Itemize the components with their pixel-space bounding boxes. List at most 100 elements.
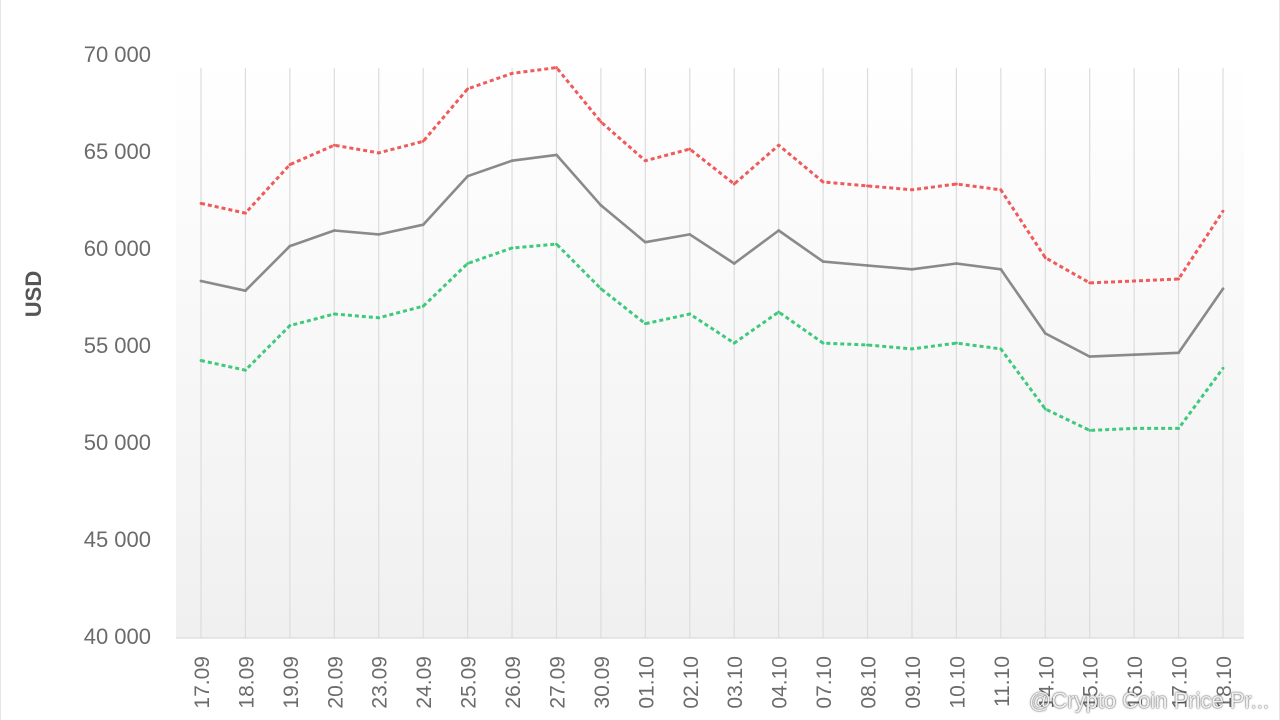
series-0-point[interactable]	[599, 120, 603, 124]
y-tick-label: 55 000	[84, 333, 151, 358]
x-tick-label: 20.09	[324, 656, 347, 709]
plot-area	[176, 60, 1244, 638]
series-1-point[interactable]	[599, 203, 603, 207]
x-tick-label: 27.09	[546, 656, 569, 709]
series-2-point[interactable]	[599, 287, 603, 291]
series-1-point[interactable]	[732, 262, 736, 265]
series-0-point[interactable]	[466, 87, 470, 91]
series-0-point[interactable]	[688, 147, 692, 151]
series-2-point[interactable]	[777, 310, 781, 314]
series-0-point[interactable]	[555, 66, 558, 69]
series-2-point[interactable]	[910, 347, 914, 351]
series-0-point[interactable]	[1221, 209, 1225, 213]
series-2-point[interactable]	[999, 347, 1003, 351]
series-2-point[interactable]	[377, 316, 381, 320]
series-lines	[199, 66, 1225, 432]
series-0-point[interactable]	[1043, 256, 1047, 260]
x-tick-label: 08.10	[858, 656, 881, 709]
series-1-point[interactable]	[777, 229, 781, 232]
x-tick-label: 15.10	[1080, 656, 1103, 709]
series-1-point[interactable]	[1043, 331, 1047, 335]
series-2-point[interactable]	[332, 312, 336, 316]
series-1-point[interactable]	[510, 159, 514, 163]
x-tick-label: 14.10	[1035, 656, 1058, 709]
series-2-point[interactable]	[1221, 366, 1225, 370]
series-1-point[interactable]	[1132, 353, 1136, 357]
series-2-point[interactable]	[510, 246, 514, 250]
watermark: @Crypto Coin Price Pr...	[1029, 688, 1269, 713]
series-2-point[interactable]	[555, 242, 558, 246]
series-1-point[interactable]	[1221, 287, 1225, 291]
series-1-point[interactable]	[688, 233, 692, 236]
series-2-point[interactable]	[466, 262, 470, 265]
x-tick-label: 01.10	[635, 656, 658, 709]
series-0-point[interactable]	[1088, 281, 1092, 285]
series-0-point[interactable]	[332, 143, 336, 147]
series-1-point[interactable]	[821, 260, 825, 263]
x-tick-label: 30.09	[591, 656, 614, 709]
series-1-point[interactable]	[1177, 351, 1180, 355]
series-1-point[interactable]	[643, 240, 647, 244]
series-0-point[interactable]	[643, 159, 647, 163]
series-2-point[interactable]	[821, 341, 825, 345]
series-2-point[interactable]	[1043, 407, 1047, 411]
series-1-point[interactable]	[954, 262, 958, 265]
series-0-point[interactable]	[866, 184, 869, 188]
series-2-point[interactable]	[954, 341, 958, 345]
series-1-point[interactable]	[555, 153, 558, 157]
x-tick-label: 10.10	[946, 656, 969, 709]
x-tick-label: 19.09	[280, 656, 303, 709]
series-1-point[interactable]	[332, 229, 336, 232]
series-0-point[interactable]	[999, 188, 1003, 192]
series-2-point[interactable]	[199, 359, 203, 362]
series-0-point[interactable]	[954, 182, 958, 186]
series-1-point[interactable]	[288, 244, 292, 248]
x-tick-label: 11.10	[991, 656, 1014, 707]
series-2-point[interactable]	[866, 343, 869, 347]
series-2-point[interactable]	[244, 368, 247, 372]
series-2-point[interactable]	[643, 322, 647, 326]
series-0-point[interactable]	[732, 182, 736, 186]
series-0-point[interactable]	[510, 72, 514, 75]
series-2-point[interactable]	[421, 304, 425, 308]
series-1-point[interactable]	[866, 264, 869, 267]
y-tick-label: 60 000	[84, 236, 151, 261]
series-0-point[interactable]	[1132, 279, 1136, 283]
series-1-point[interactable]	[999, 267, 1003, 271]
series-0-point[interactable]	[910, 188, 914, 192]
series-1-point[interactable]	[1088, 355, 1092, 359]
series-0-point[interactable]	[199, 201, 203, 205]
x-tick-label: 18.10	[1213, 656, 1236, 709]
series-1-point[interactable]	[910, 267, 914, 271]
series-1-point[interactable]	[466, 174, 470, 178]
series-1-point[interactable]	[244, 289, 247, 293]
y-axis-title: USD	[21, 271, 46, 317]
series-0-point[interactable]	[288, 163, 292, 166]
series-1-point[interactable]	[377, 233, 381, 236]
series-0-point[interactable]	[377, 151, 381, 155]
x-tick-label: 09.10	[902, 656, 925, 709]
y-axis-ticks: 40 000 45 000 50 000 55 000 60 000 65 000 70 0…	[84, 42, 151, 649]
x-tick-label: 25.09	[458, 656, 481, 709]
series-0-point[interactable]	[821, 180, 825, 184]
series-line-2	[200, 242, 1225, 432]
y-tick-label: 40 000	[84, 624, 151, 649]
series-2-point[interactable]	[1088, 428, 1092, 432]
series-0-point[interactable]	[1177, 277, 1180, 281]
series-line-0	[200, 66, 1225, 285]
series-0-point[interactable]	[244, 211, 247, 215]
x-tick-label: 23.09	[369, 656, 392, 709]
series-2-point[interactable]	[288, 324, 292, 327]
series-2-point[interactable]	[1132, 427, 1136, 430]
series-2-point[interactable]	[1177, 427, 1180, 430]
series-2-point[interactable]	[688, 312, 692, 316]
series-2-point[interactable]	[732, 341, 736, 345]
x-tick-label: 24.09	[413, 656, 436, 709]
x-tick-label: 07.10	[813, 656, 836, 709]
x-tick-label: 17.10	[1169, 656, 1192, 709]
series-0-point[interactable]	[421, 139, 425, 143]
series-1-point[interactable]	[421, 223, 425, 227]
series-0-point[interactable]	[777, 143, 781, 147]
series-1-point[interactable]	[199, 279, 203, 283]
